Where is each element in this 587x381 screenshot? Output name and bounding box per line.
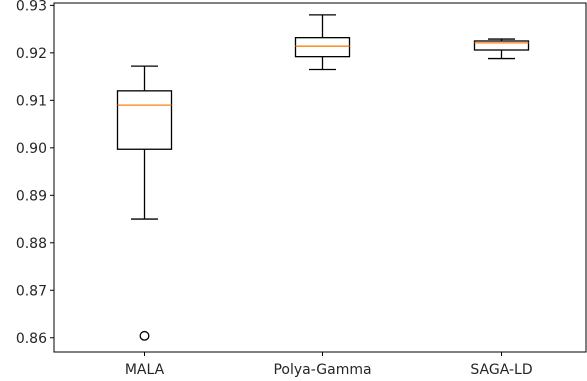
box-mala [116, 65, 173, 341]
y-tick-label: 0.90 [16, 141, 47, 157]
box-iqr [473, 40, 530, 51]
y-tick-label: 0.92 [16, 46, 47, 62]
box-saga-ld [473, 38, 530, 60]
x-tick-label: Polya-Gamma [273, 362, 371, 378]
y-axis: 0.86 0.87 0.88 0.89 0.90 0.91 0.92 0.93 [16, 0, 54, 347]
box-iqr [294, 37, 351, 58]
box-polya-gamma [294, 14, 351, 71]
plot-area [53, 2, 587, 353]
y-tick-label: 0.93 [16, 0, 47, 14]
y-tick-label: 0.89 [16, 188, 47, 204]
box-series [116, 14, 530, 341]
y-tick-label: 0.86 [16, 331, 47, 347]
x-tick-label: MALA [125, 362, 165, 378]
x-tick-label: SAGA-LD [470, 362, 532, 378]
outlier-point [139, 330, 150, 341]
x-axis: MALA Polya-Gamma SAGA-LD [125, 352, 533, 378]
y-tick-label: 0.91 [16, 93, 47, 109]
box-iqr [116, 90, 173, 150]
y-tick-label: 0.88 [16, 236, 47, 252]
y-tick-label: 0.87 [16, 283, 47, 299]
